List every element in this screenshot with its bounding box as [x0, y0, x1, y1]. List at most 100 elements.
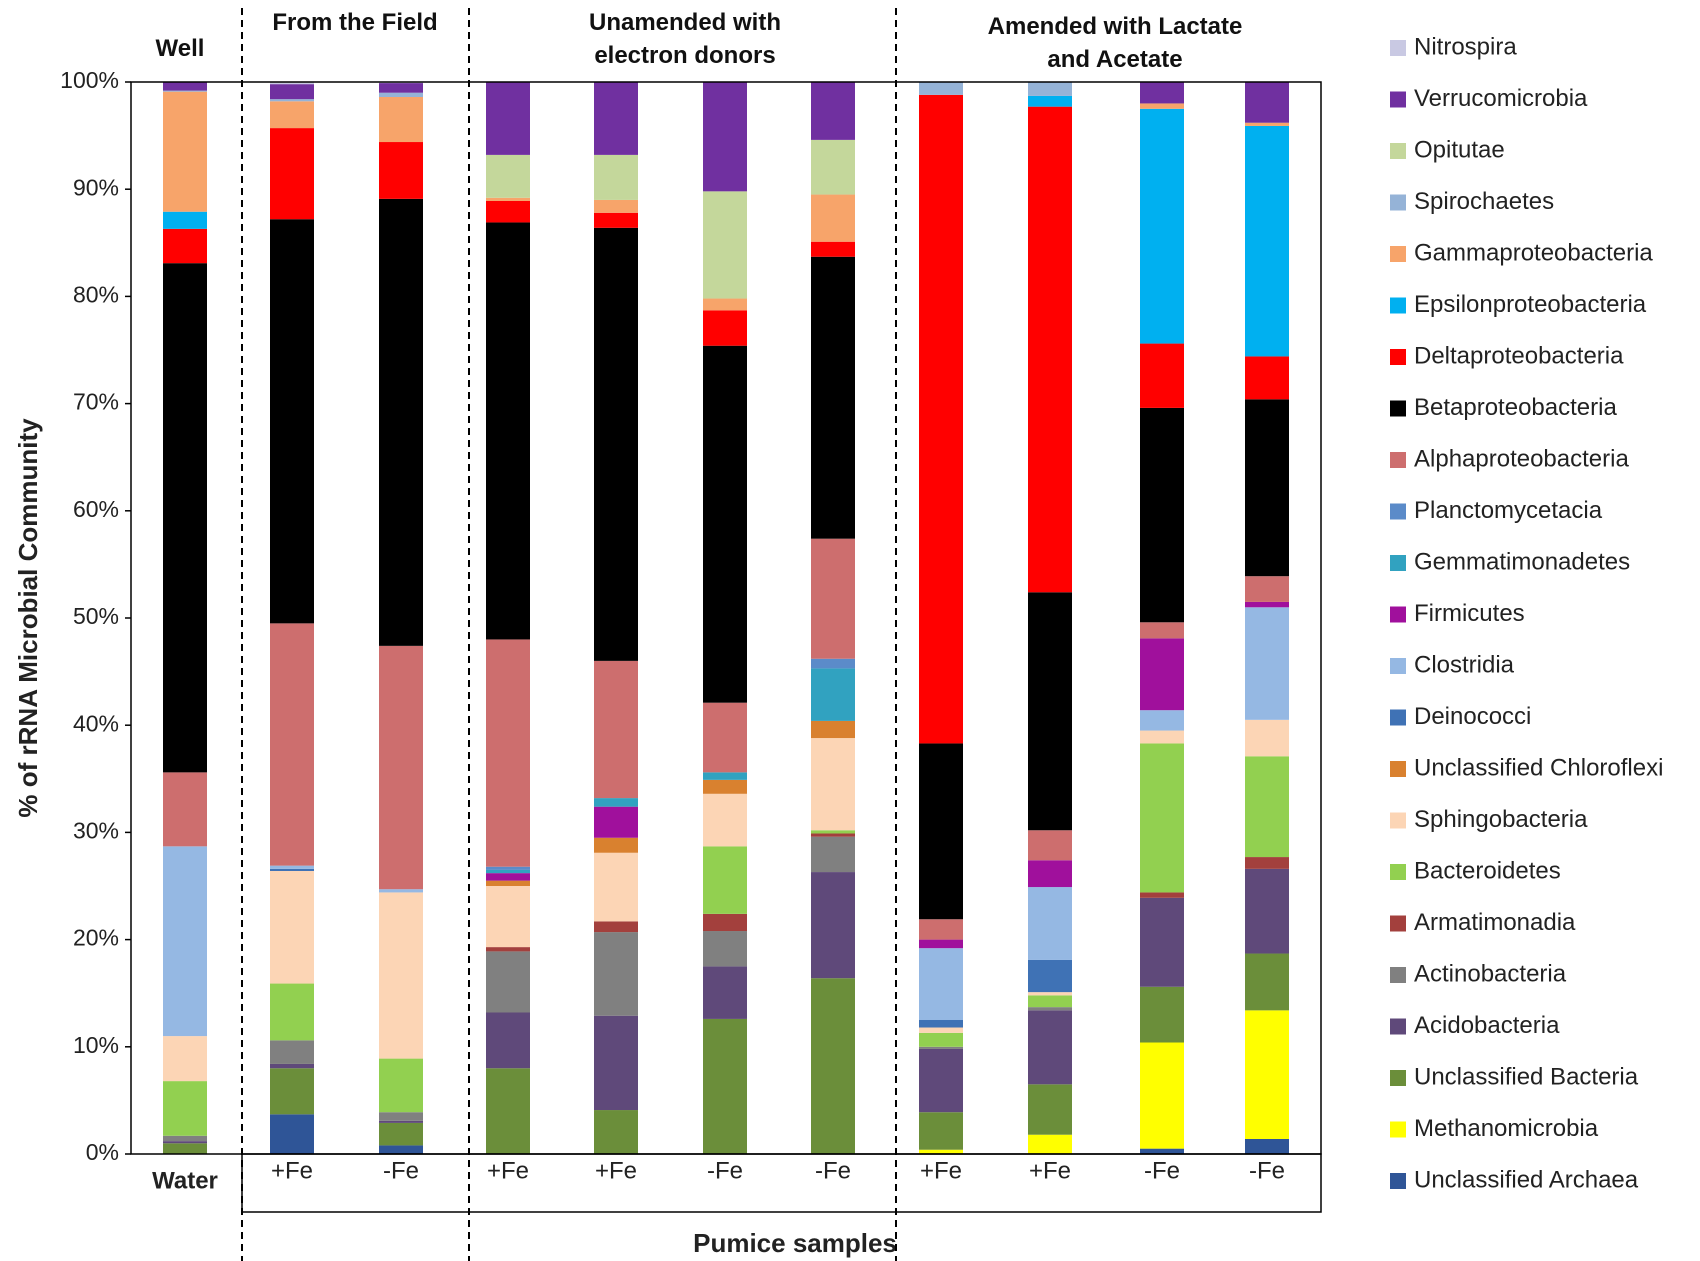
- bar-segment: [811, 830, 855, 834]
- x-tick-label: +Fe: [1029, 1157, 1071, 1184]
- bar-segment: [379, 1112, 423, 1121]
- bar-segment: [379, 198, 423, 646]
- bar-segment: [919, 94, 963, 744]
- legend-swatch: [1390, 915, 1406, 932]
- bar-segment: [1140, 1042, 1184, 1149]
- bar-segment: [486, 154, 530, 198]
- bar-segment: [703, 702, 747, 773]
- legend-swatch: [1390, 1121, 1406, 1138]
- legend-swatch: [1390, 503, 1406, 520]
- bar-segment: [486, 886, 530, 948]
- legend-label: Unclassified Chloroflexi: [1414, 754, 1663, 781]
- bar-segment: [379, 97, 423, 143]
- bar-segment: [811, 256, 855, 539]
- bar-segment: [379, 645, 423, 890]
- bar-segment: [1140, 892, 1184, 898]
- x-tick-label: +Fe: [595, 1157, 637, 1184]
- legend-label: Verrucomicrobia: [1414, 85, 1588, 112]
- bar-segment: [270, 101, 314, 129]
- legend-label: Actinobacteria: [1414, 960, 1567, 987]
- bar-segment: [594, 660, 638, 799]
- bar-segment: [1245, 125, 1289, 357]
- bar-segment: [703, 966, 747, 1019]
- group-label: Well: [155, 35, 205, 62]
- legend-swatch: [1390, 297, 1406, 314]
- legend-label: Deinococci: [1414, 703, 1531, 730]
- bar-segment: [163, 1135, 207, 1142]
- bar-segment: [270, 1068, 314, 1115]
- bar-segment: [163, 1141, 207, 1144]
- bar-segment: [163, 263, 207, 773]
- bar-segment: [1245, 857, 1289, 869]
- bar-segment: [594, 852, 638, 922]
- bar-segment: [919, 1149, 963, 1154]
- legend-swatch: [1390, 709, 1406, 726]
- bar-segment: [486, 869, 530, 874]
- bar-segment: [919, 1032, 963, 1047]
- bar-segment: [486, 82, 530, 155]
- bar-segment: [1028, 830, 1072, 861]
- bar-segment: [1245, 953, 1289, 1011]
- legend-swatch: [1390, 349, 1406, 365]
- bar-segment: [163, 90, 207, 92]
- bar-segment: [1140, 638, 1184, 711]
- legend-swatch: [1390, 864, 1406, 880]
- legend-swatch: [1390, 606, 1406, 623]
- bar-segment: [919, 82, 963, 95]
- bar-segment: [811, 833, 855, 837]
- bar-segment: [163, 91, 207, 212]
- bar-segment: [163, 772, 207, 847]
- bar-segment: [919, 1020, 963, 1028]
- bar-segment: [703, 846, 747, 914]
- x-tick-label: +Fe: [920, 1157, 962, 1184]
- bar-segment: [163, 846, 207, 1037]
- bar-segment: [486, 873, 530, 881]
- bar-segment: [811, 241, 855, 257]
- y-tick-label: 10%: [73, 1032, 119, 1058]
- bar-segment: [1028, 1084, 1072, 1135]
- bar-segment: [1245, 1138, 1289, 1154]
- legend-label: Firmicutes: [1414, 600, 1525, 627]
- bar-segment: [486, 866, 530, 870]
- bar-segment: [919, 1046, 963, 1049]
- bar-segment: [1245, 576, 1289, 602]
- bar-segment: [1028, 1134, 1072, 1154]
- x-tick-label: Water: [152, 1167, 218, 1194]
- legend-label: Nitrospira: [1414, 33, 1517, 60]
- bar-segment: [270, 623, 314, 866]
- y-tick-label: 50%: [73, 603, 119, 629]
- y-tick-label: 60%: [73, 496, 119, 522]
- x-tick-label: +Fe: [271, 1157, 313, 1184]
- bar-segment: [703, 310, 747, 346]
- legend-label: Armatimonadia: [1414, 909, 1576, 936]
- legend-swatch: [1390, 143, 1406, 159]
- legend-label: Acidobacteria: [1414, 1012, 1560, 1039]
- bar-segment: [1245, 607, 1289, 720]
- x-tick-label: -Fe: [1249, 1157, 1285, 1184]
- bar-segment: [811, 658, 855, 669]
- x-tick-label: -Fe: [815, 1157, 851, 1184]
- bar-segment: [811, 872, 855, 979]
- bar-segment: [1028, 106, 1072, 593]
- bar-segment: [486, 1012, 530, 1069]
- sample-box: [241, 1153, 1322, 1213]
- bar-segment: [1140, 730, 1184, 744]
- bar-segment: [1028, 592, 1072, 831]
- legend-swatch: [1390, 91, 1406, 108]
- legend-label: Opitutae: [1414, 136, 1505, 163]
- bar-segment: [163, 1036, 207, 1082]
- bar-segment: [1245, 601, 1289, 608]
- legend-label: Epsilonproteobacteria: [1414, 291, 1647, 318]
- bar-segment: [270, 219, 314, 624]
- bar-segment: [919, 743, 963, 920]
- y-tick-label: 40%: [73, 710, 119, 736]
- legend-label: Clostridia: [1414, 651, 1515, 678]
- bar-segment: [1245, 756, 1289, 858]
- bar-segment: [486, 200, 530, 223]
- bar-segment: [594, 199, 638, 213]
- y-tick-label: 70%: [73, 389, 119, 415]
- legend-label: Planctomycetacia: [1414, 497, 1603, 524]
- legend-label: Alphaproteobacteria: [1414, 445, 1629, 472]
- legend-swatch: [1390, 555, 1406, 571]
